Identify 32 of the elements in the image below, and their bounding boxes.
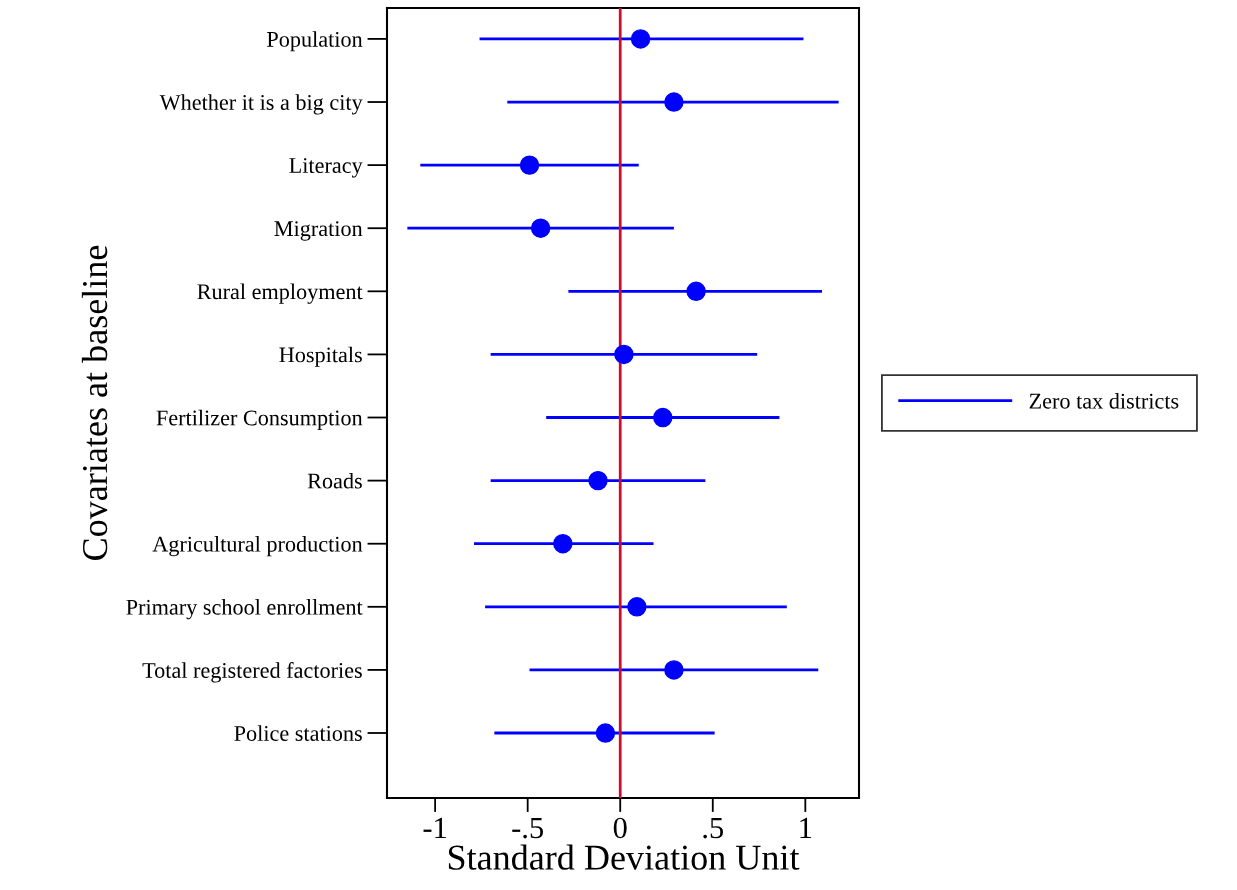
point [664, 92, 684, 112]
y-tick-label: Literacy [289, 158, 363, 178]
y-tick-label: Roads [307, 472, 362, 489]
y-tick-label: Total registered factories [142, 662, 362, 683]
y-tick-label: Fertilizer Consumption [156, 409, 363, 430]
x-tick-label: -.5 [512, 817, 544, 839]
x-axis-title: Standard Deviation Unit [448, 844, 800, 870]
point [595, 723, 616, 743]
x-tick-label: 0 [613, 817, 627, 839]
y-axis-title: Covariates at baseline [81, 245, 108, 560]
y-tick-label: Police stations [234, 725, 362, 741]
point [553, 533, 573, 554]
y-tick-label: Primary school enrollment [126, 599, 363, 620]
x-tick-label: -1 [423, 817, 447, 838]
point [653, 407, 673, 428]
point [519, 155, 540, 175]
point [530, 218, 551, 238]
y-tick-label: Agricultural production [152, 536, 363, 557]
point [614, 344, 634, 365]
point [627, 597, 647, 617]
y-tick-label: Population [267, 31, 363, 52]
x-tick-label: 1 [800, 817, 812, 838]
y-tick-label: Hospitals [279, 346, 362, 367]
x-tick-label: .5 [703, 817, 724, 839]
y-tick-label: Rural employment [197, 283, 363, 304]
y-tick-label: Whether it is a big city [159, 94, 363, 115]
point [664, 660, 684, 680]
point [686, 281, 706, 302]
point [588, 470, 608, 491]
point [630, 29, 651, 49]
text: Zero tax districts [1029, 392, 1179, 409]
y-tick-label: Migration [274, 221, 363, 241]
